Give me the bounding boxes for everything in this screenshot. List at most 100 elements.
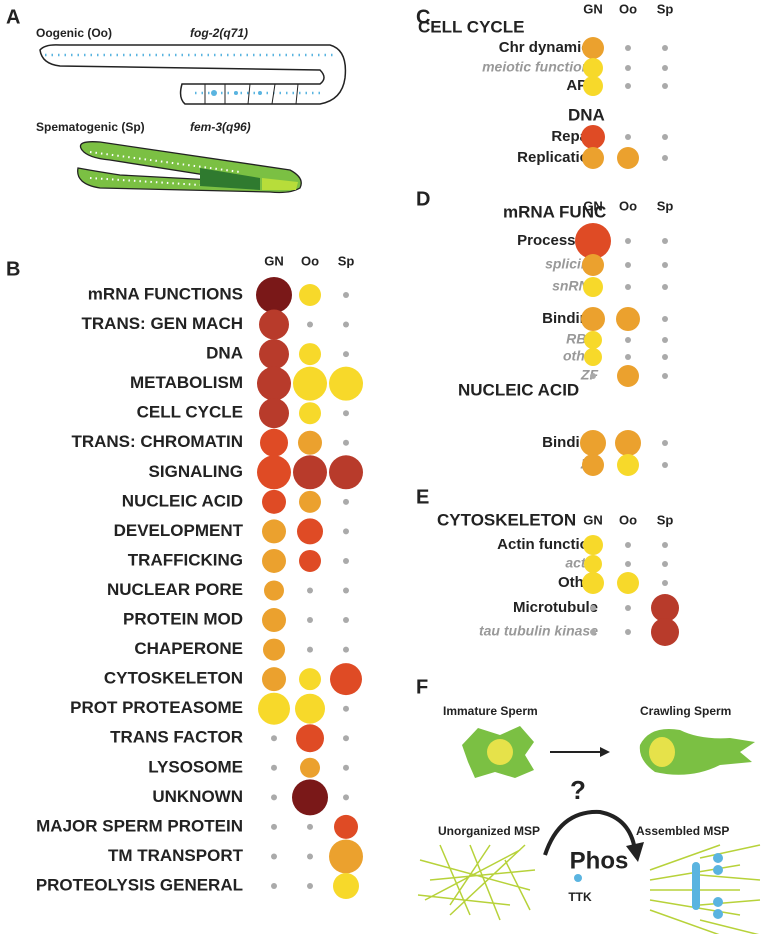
empty-dot <box>590 373 596 379</box>
row-label: TM TRANSPORT <box>108 846 244 865</box>
bubble <box>299 490 321 513</box>
empty-dot <box>343 735 349 742</box>
empty-dot <box>662 462 668 468</box>
section-heading: CELL CYCLE <box>418 17 524 36</box>
empty-dot <box>343 410 349 417</box>
empty-dot <box>625 337 631 343</box>
column-header: GN <box>583 1 603 16</box>
row-label: TRANS: CHROMATIN <box>71 432 243 451</box>
empty-dot <box>662 440 668 446</box>
empty-dot <box>343 794 349 801</box>
row-label: PROTEOLYSIS GENERAL <box>36 875 243 894</box>
empty-dot <box>271 764 277 771</box>
bubble <box>259 339 289 370</box>
row-label: PROTEIN MOD <box>123 610 243 629</box>
cell-label: Crawling Sperm <box>640 704 731 718</box>
row-label: Microtubule <box>513 599 598 616</box>
column-header: Oo <box>619 512 637 527</box>
column-header: GN <box>264 253 284 268</box>
empty-dot <box>307 321 313 328</box>
row-label: CHAPERONE <box>134 639 243 658</box>
row-label: TRANS FACTOR <box>110 728 243 747</box>
empty-dot <box>343 646 349 653</box>
kinase-label: TTK <box>568 890 592 904</box>
empty-dot <box>271 823 277 830</box>
bubble <box>262 548 286 573</box>
empty-dot <box>307 587 313 594</box>
cell-label: Immature Sperm <box>443 704 538 718</box>
empty-dot <box>271 735 277 742</box>
empty-dot <box>625 45 631 51</box>
bubble <box>617 572 639 594</box>
bubble <box>329 366 363 401</box>
oogenic-worm <box>39 44 347 105</box>
panel-label: C <box>416 6 430 28</box>
empty-dot <box>625 134 631 140</box>
bubble <box>298 430 322 455</box>
empty-dot <box>343 617 349 624</box>
row-label: UNKNOWN <box>152 787 243 806</box>
column-header: GN <box>583 512 603 527</box>
empty-dot <box>662 83 668 89</box>
empty-dot <box>662 155 668 161</box>
strain-label: Oogenic (Oo) <box>36 26 112 40</box>
empty-dot <box>343 557 349 564</box>
empty-dot <box>625 284 631 290</box>
bubble <box>651 594 679 622</box>
bubble <box>259 309 289 340</box>
bubble <box>582 454 604 476</box>
bubble <box>299 402 321 425</box>
bubble <box>333 873 359 899</box>
bubble <box>582 147 604 169</box>
empty-dot <box>343 705 349 712</box>
empty-dot <box>343 292 349 298</box>
empty-dot <box>307 646 313 653</box>
nucleus <box>649 737 675 767</box>
bubble <box>582 572 604 594</box>
empty-dot <box>343 528 349 535</box>
bubble <box>582 254 604 276</box>
bubble <box>297 518 323 545</box>
empty-dot <box>662 238 668 244</box>
section-heading: DNA <box>568 105 605 124</box>
empty-dot <box>343 321 349 328</box>
curved-arrow <box>543 809 637 856</box>
row-label: NUCLEIC ACID <box>122 491 243 510</box>
bubble <box>258 692 290 725</box>
empty-dot <box>662 542 668 548</box>
spermatogenic-worm <box>77 141 302 194</box>
bubble <box>295 693 325 724</box>
column-header: Sp <box>657 1 674 16</box>
phos-label: Phos <box>570 847 629 874</box>
bubble <box>583 277 603 297</box>
sub-row-label: meiotic functions <box>482 59 598 75</box>
row-label: CYTOSKELETON <box>104 669 243 688</box>
empty-dot <box>662 373 668 379</box>
empty-dot <box>662 262 668 268</box>
panel-label: B <box>6 258 20 280</box>
column-header: Sp <box>657 512 674 527</box>
assembled-filaments <box>649 844 761 934</box>
empty-dot <box>271 883 277 889</box>
section-heading: mRNA FUNC <box>503 202 606 221</box>
row-label: Actin function <box>497 536 598 553</box>
empty-dot <box>307 883 313 889</box>
empty-dot <box>662 561 668 567</box>
column-header: Sp <box>338 253 355 268</box>
empty-dot <box>662 65 668 71</box>
empty-dot <box>662 580 668 586</box>
bubble <box>575 223 611 259</box>
empty-dot <box>625 354 631 360</box>
row-label: TRANS: GEN MACH <box>82 314 244 333</box>
bubble <box>329 839 363 874</box>
row-label: TRAFFICKING <box>128 550 243 569</box>
arrow-head <box>600 747 610 757</box>
bubble <box>584 555 602 573</box>
bubble <box>262 608 286 633</box>
allele-label: fem-3(q96) <box>190 120 251 134</box>
section-heading: NUCLEIC ACID <box>458 380 579 399</box>
row-label: DNA <box>206 344 243 363</box>
bubble <box>293 366 327 401</box>
panel-label: E <box>416 486 429 508</box>
